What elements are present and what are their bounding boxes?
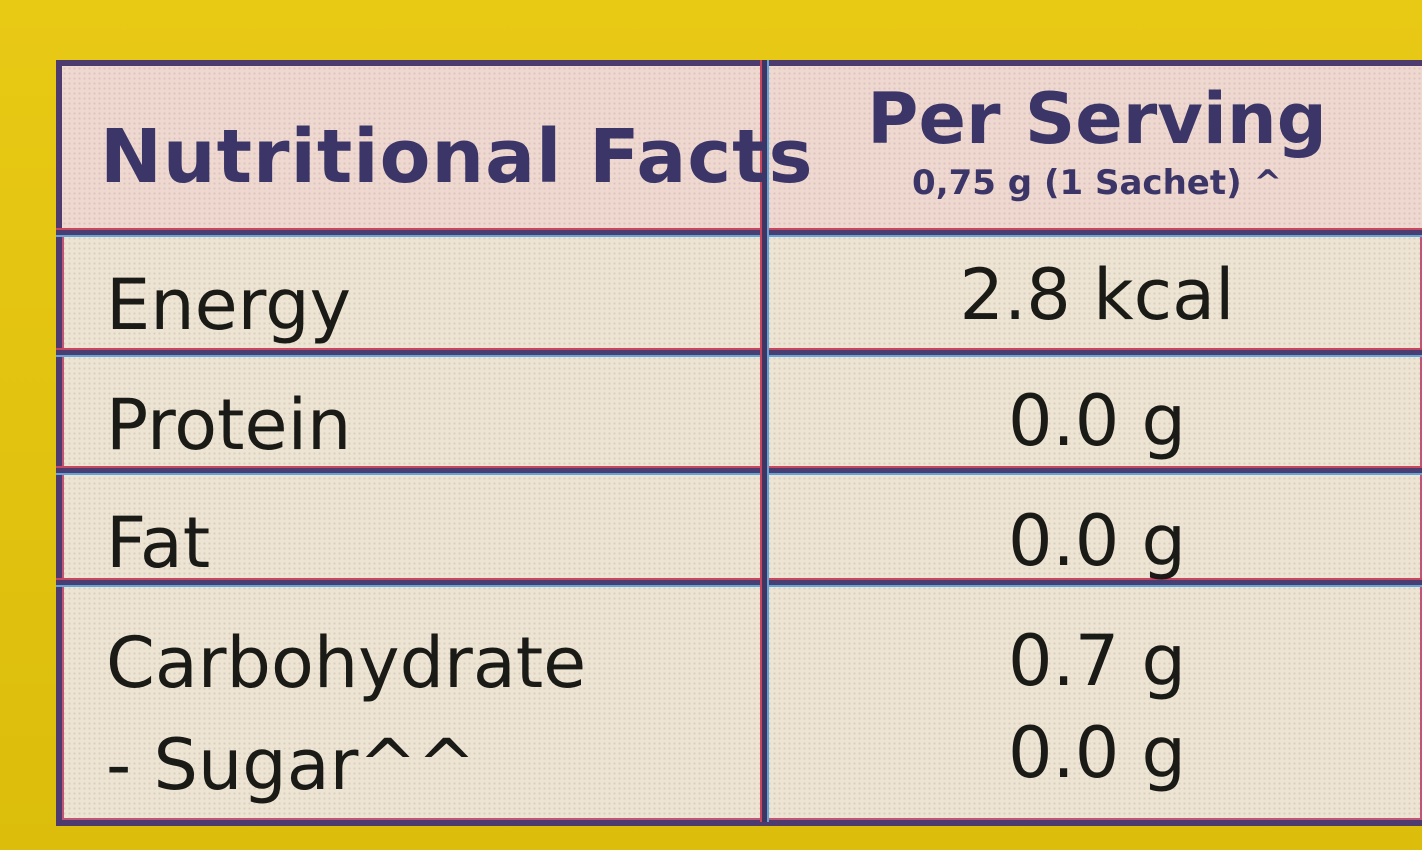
row-divider [56,466,1422,475]
serving-size-note: 0,75 g (1 Sachet) ^ [912,163,1282,203]
row-value-protein: 0.0 g [1007,380,1186,462]
table-title: Nutritional Facts [100,114,814,200]
row-value-carbohydrate: 0.7 g [1007,620,1186,702]
column-divider [760,60,769,822]
table-header-background [62,66,1422,232]
row-value-energy: 2.8 kcal [959,254,1235,336]
row-divider [56,228,1422,237]
row-label-energy: Energy [106,264,352,346]
row-label-fat: Fat [106,502,211,584]
row-divider [56,348,1422,357]
row-label-carbohydrate: Carbohydrate [106,622,587,704]
row-label-sugar: - Sugar^^ [106,724,476,806]
row-value-sugar: 0.0 g [1007,712,1186,794]
row-label-protein: Protein [106,384,352,466]
per-serving-heading: Per Serving [867,78,1327,160]
row-divider [56,578,1422,587]
row-value-fat: 0.0 g [1007,500,1186,582]
